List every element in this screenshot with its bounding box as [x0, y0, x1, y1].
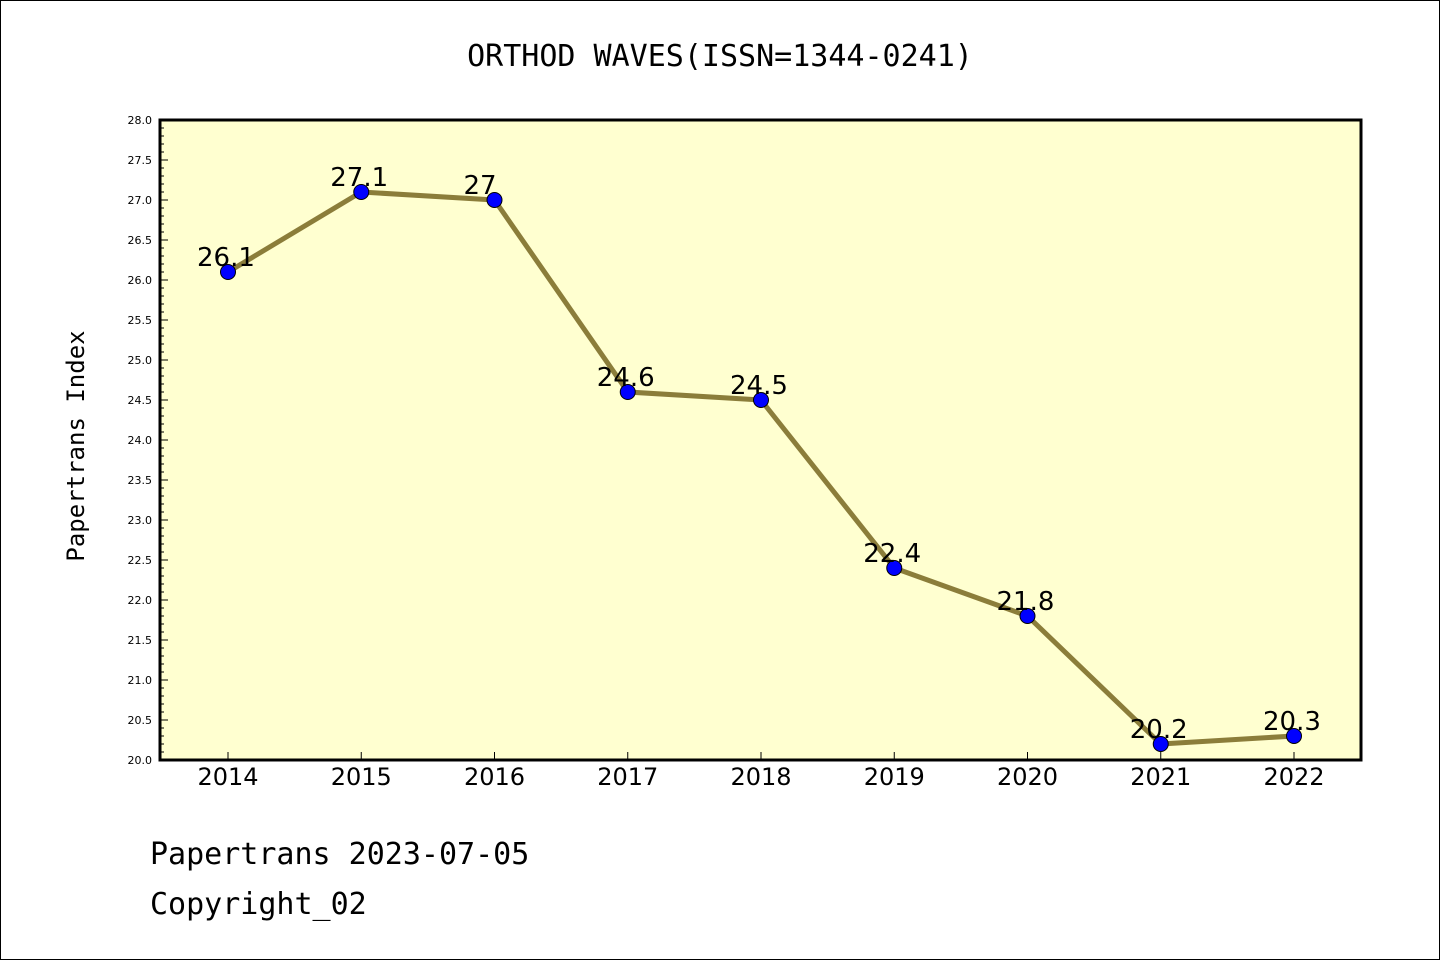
- data-label: 27: [464, 171, 497, 201]
- x-tick-label: 2022: [1263, 763, 1324, 791]
- y-tick-label: 23.5: [128, 474, 153, 487]
- y-tick-label: 23.0: [128, 514, 153, 527]
- data-label: 21.8: [997, 587, 1055, 617]
- data-label: 26.1: [197, 243, 255, 273]
- y-tick-label: 27.5: [128, 154, 153, 167]
- data-label: 24.6: [597, 363, 655, 393]
- x-tick-label: 2018: [730, 763, 791, 791]
- y-tick-label: 21.5: [128, 634, 153, 647]
- data-label: 27.1: [330, 163, 388, 193]
- x-tick-label: 2016: [464, 763, 525, 791]
- x-tick-label: 2014: [197, 763, 258, 791]
- data-point-marker: [1152, 736, 1169, 752]
- data-labels-group: 26.1 27.1 27 24.6 24.5 22.4 21.8 20.2 20.3: [197, 163, 1321, 745]
- series-line-group: [220, 184, 1302, 752]
- x-axis: 2014 2015 2016 2017 2018 2019 2020 2021 2022: [197, 752, 1325, 791]
- y-tick-label: 24.0: [128, 434, 153, 447]
- x-tick-label: 2015: [331, 763, 392, 791]
- y-tick-label: 21.0: [128, 674, 153, 687]
- x-tick-label: 2017: [597, 763, 658, 791]
- chart-title: ORTHOD WAVES(ISSN=1344-0241): [467, 39, 973, 74]
- data-label: 22.4: [863, 539, 921, 569]
- data-point-marker: [753, 392, 769, 408]
- y-tick-label: 25.0: [128, 354, 153, 367]
- data-label: 20.2: [1130, 715, 1188, 745]
- data-point-marker: [1019, 608, 1036, 624]
- x-tick-label: 2021: [1130, 763, 1191, 791]
- data-point-marker: [486, 192, 503, 208]
- y-axis: 20.0 20.5 21.0 21.5 22.0 22.5 23.0 23.5 24.0 24.5…: [128, 114, 168, 767]
- x-tick-label: 2019: [864, 763, 925, 791]
- data-point-marker: [353, 184, 370, 200]
- y-tick-label: 25.5: [128, 314, 153, 327]
- y-tick-label: 28.0: [128, 114, 153, 127]
- y-axis-label: Papertrans Index: [62, 330, 90, 561]
- data-label: 24.5: [730, 371, 788, 401]
- y-tick-label: 27.0: [128, 194, 153, 207]
- footer-copyright: Copyright_02: [150, 887, 367, 922]
- data-point-marker: [619, 384, 636, 400]
- y-tick-label: 22.0: [128, 594, 153, 607]
- y-tick-label: 24.5: [128, 394, 153, 407]
- y-tick-label: 26.5: [128, 234, 153, 247]
- x-tick-label: 2020: [997, 763, 1058, 791]
- y-tick-label: 26.0: [128, 274, 153, 287]
- plot-area: [158, 118, 1363, 762]
- data-label: 20.3: [1263, 707, 1321, 737]
- data-point-marker: [220, 264, 236, 280]
- y-tick-label: 22.5: [128, 554, 153, 567]
- data-point-marker: [1286, 728, 1302, 744]
- footer-date: Papertrans 2023-07-05: [150, 837, 529, 872]
- y-tick-label: 20.5: [128, 714, 153, 727]
- y-tick-label: 20.0: [128, 754, 153, 767]
- data-point-marker: [886, 560, 903, 576]
